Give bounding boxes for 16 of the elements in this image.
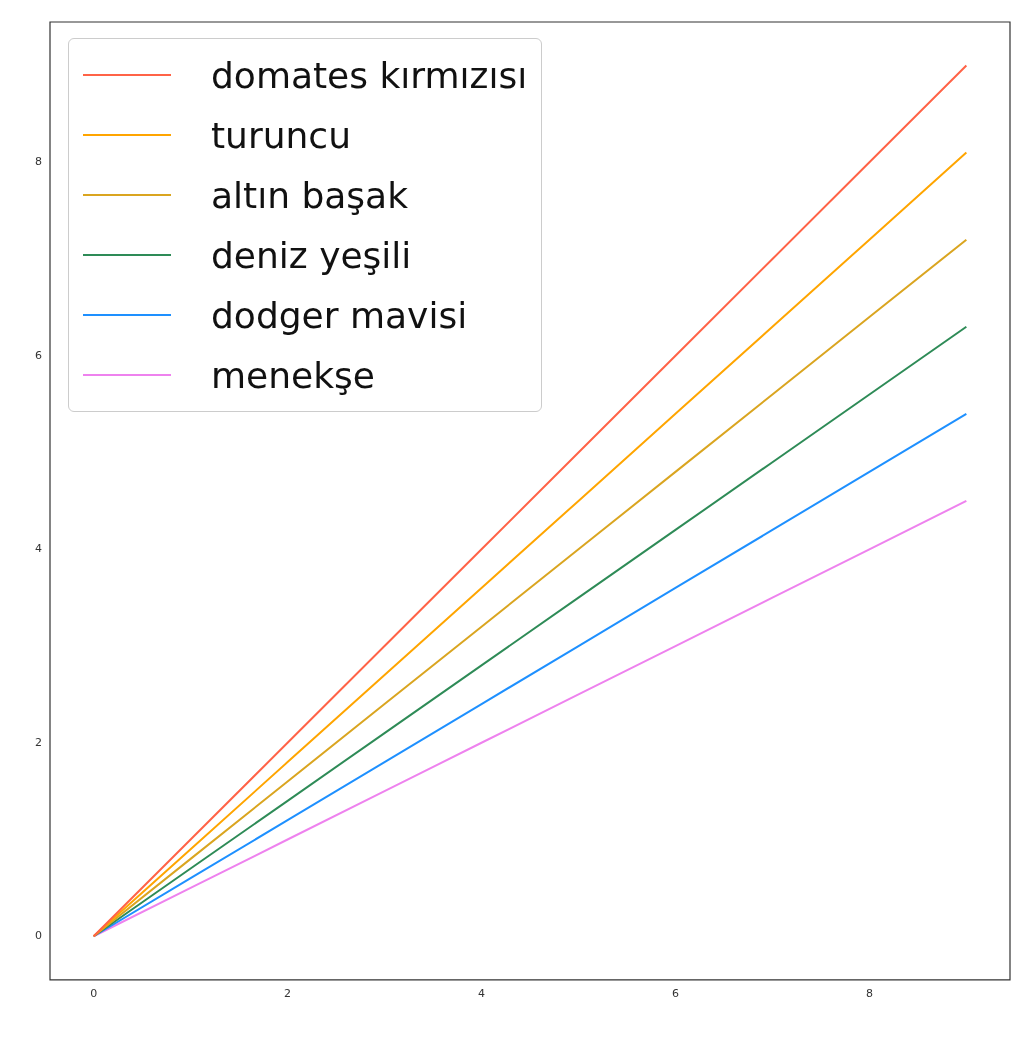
- legend-label: turuncu: [211, 114, 351, 156]
- y-tick-label: 4: [35, 542, 42, 556]
- legend-label: deniz yeşili: [211, 234, 412, 276]
- x-tick-label: 6: [671, 987, 679, 1001]
- y-tick-label: 0: [35, 929, 42, 943]
- x-tick-label: 0: [90, 987, 98, 1001]
- y-tick-label: 8: [35, 155, 42, 169]
- legend-label: menekşe: [211, 354, 375, 396]
- x-tick-label: 4: [478, 987, 486, 1001]
- y-tick-label: 2: [35, 735, 42, 749]
- y-tick-label: 6: [35, 348, 42, 362]
- legend-label: altın başak: [211, 174, 409, 216]
- legend-label: dodger mavisi: [211, 294, 468, 336]
- x-tick-label: 8: [865, 987, 873, 1001]
- x-tick-label: 2: [284, 987, 292, 1001]
- legend-label: domates kırmızısı: [211, 54, 528, 96]
